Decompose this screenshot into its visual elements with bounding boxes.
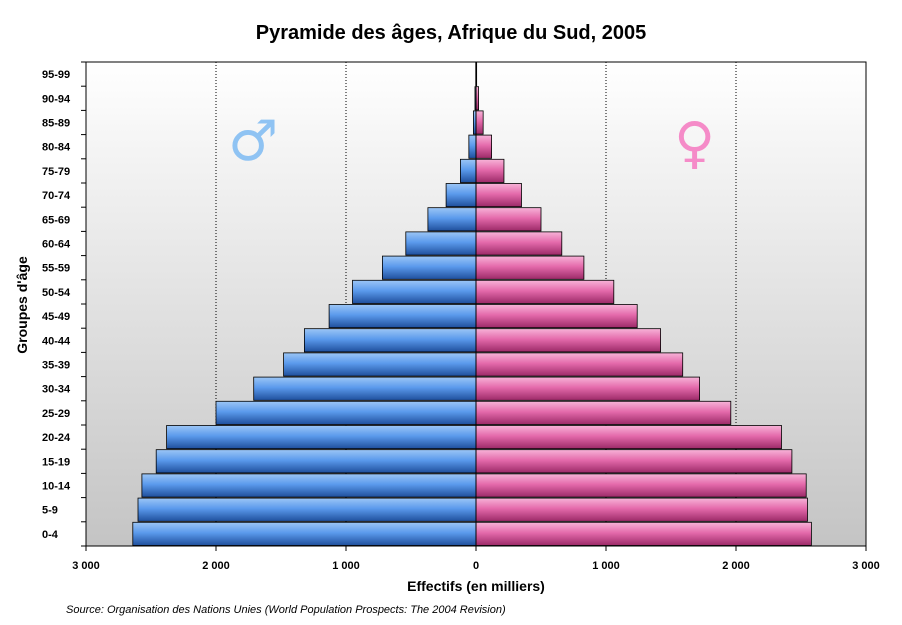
male-bar-40-44 (303, 328, 477, 353)
x-tick-label: 1 000 (592, 560, 620, 572)
x-tick-label: 0 (473, 560, 479, 572)
male-bar-75-79 (459, 158, 477, 183)
y-tick-label: 20-24 (42, 432, 71, 444)
y-tick-label: 30-34 (42, 384, 71, 396)
x-tick-label: 2 000 (722, 560, 750, 572)
y-tick-label: 35-39 (42, 360, 70, 372)
y-tick-label: 0-4 (42, 529, 59, 541)
male-bar-20-24 (166, 425, 477, 450)
y-tick-label: 5-9 (42, 505, 58, 517)
male-symbol-icon: ♂ (228, 109, 279, 174)
male-bar-45-49 (328, 304, 477, 329)
male-bar-35-39 (283, 352, 477, 377)
female-bar-35-39 (475, 352, 684, 377)
y-tick-label: 25-29 (42, 408, 70, 420)
y-tick-label: 15-19 (42, 456, 70, 468)
male-bar-5-9 (137, 497, 477, 522)
female-bar-65-69 (475, 207, 542, 232)
male-bar-55-59 (381, 255, 477, 280)
female-bar-60-64 (475, 231, 563, 256)
male-bar-15-19 (155, 449, 477, 474)
male-bar-65-69 (427, 207, 477, 232)
female-bar-5-9 (475, 497, 808, 522)
male-bar-60-64 (405, 231, 477, 256)
y-tick-label: 80-84 (42, 142, 71, 154)
male-bar-30-34 (253, 376, 477, 401)
y-tick-label: 95-99 (42, 69, 70, 81)
female-bar-70-74 (475, 183, 522, 208)
female-bar-40-44 (475, 328, 662, 353)
y-tick-label: 40-44 (42, 335, 71, 347)
x-tick-label: 3 000 (72, 560, 100, 572)
y-tick-label: 85-89 (42, 118, 70, 130)
male-bar-10-14 (141, 473, 477, 498)
female-bar-25-29 (475, 400, 732, 425)
female-bar-30-34 (475, 376, 701, 401)
male-bar-80-84 (468, 134, 477, 159)
female-bar-10-14 (475, 473, 807, 498)
x-tick-labels: 3 000 2 000 1 000 0 1 000 2 000 3 000 (72, 560, 880, 572)
female-bar-75-79 (475, 158, 505, 183)
female-symbol-icon: ♀ (674, 111, 716, 176)
bars (132, 62, 812, 546)
y-tick-label: 70-74 (42, 190, 71, 202)
female-bar-50-54 (475, 279, 615, 304)
y-tick-label: 50-54 (42, 287, 71, 299)
male-bar-70-74 (445, 183, 477, 208)
axes (81, 61, 867, 551)
y-tick-labels: 0-4 5-9 10-14 15-19 20-24 25-29 30-34 35-39 40-4… (42, 69, 71, 541)
y-tick-label: 45-49 (42, 311, 70, 323)
y-tick-label: 55-59 (42, 263, 70, 275)
female-bar-0-4 (475, 521, 812, 546)
x-axis-title: Effectifs (en milliers) (407, 578, 545, 594)
female-bar-80-84 (475, 134, 493, 159)
y-tick-label: 65-69 (42, 214, 70, 226)
male-bar-0-4 (132, 521, 477, 546)
y-tick-label: 60-64 (42, 239, 71, 251)
y-tick-label: 10-14 (42, 481, 71, 493)
female-bar-55-59 (475, 255, 585, 280)
x-tick-label: 3 000 (852, 560, 880, 572)
x-tick-label: 2 000 (202, 560, 230, 572)
female-bar-20-24 (475, 425, 782, 450)
source-note: Source: Organisation des Nations Unies (… (66, 604, 506, 616)
female-bar-45-49 (475, 304, 638, 329)
y-tick-label: 90-94 (42, 93, 71, 105)
female-bar-15-19 (475, 449, 793, 474)
female-bar-85-89 (475, 110, 484, 135)
chart-title: Pyramide des âges, Afrique du Sud, 2005 (255, 22, 647, 44)
x-tick-label: 1 000 (332, 560, 360, 572)
male-bar-50-54 (352, 279, 477, 304)
y-tick-label: 75-79 (42, 166, 70, 178)
male-bar-25-29 (215, 400, 477, 425)
